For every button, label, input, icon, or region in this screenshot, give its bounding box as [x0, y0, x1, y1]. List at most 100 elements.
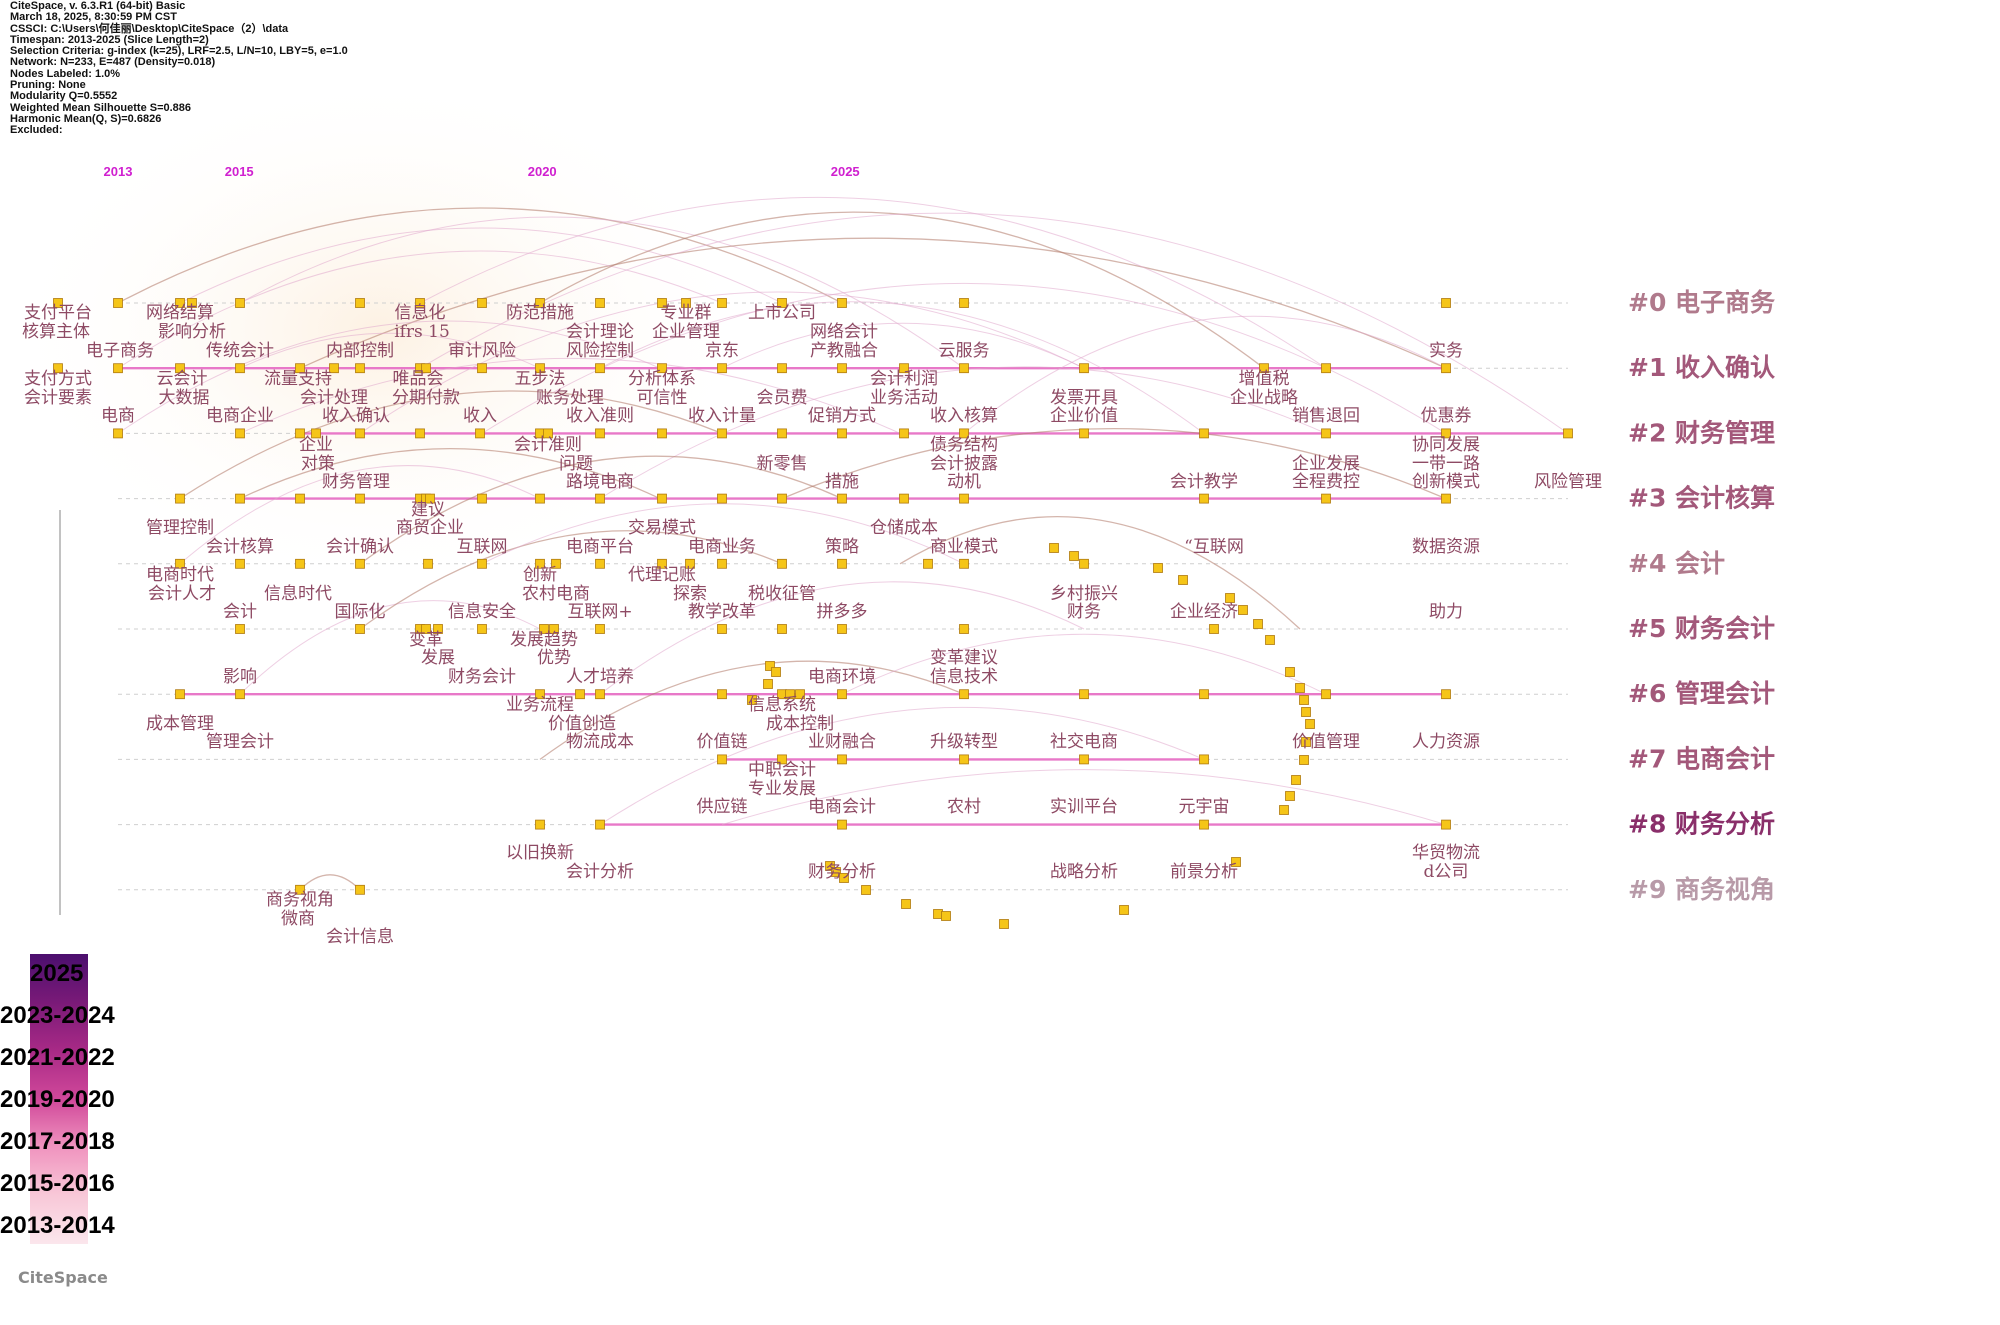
keyword-label[interactable]: 电商企业 — [206, 406, 274, 426]
keyword-node[interactable] — [1079, 558, 1089, 569]
keyword-label[interactable]: 路境电商 — [566, 472, 634, 492]
cluster-label[interactable]: #2 财务管理 — [1628, 418, 1775, 447]
keyword-node[interactable] — [1199, 689, 1209, 700]
keyword-label[interactable]: 可信性 — [637, 388, 688, 408]
keyword-node[interactable] — [235, 558, 245, 569]
keyword-label[interactable]: 专业群 — [661, 303, 712, 323]
keyword-label[interactable]: 创新模式 — [1412, 472, 1480, 492]
keyword-node[interactable] — [1153, 563, 1163, 573]
keyword-node[interactable] — [959, 624, 969, 634]
keyword-node[interactable] — [777, 624, 787, 634]
keyword-node[interactable] — [1321, 689, 1331, 700]
keyword-label[interactable]: 以旧换新 — [506, 843, 574, 863]
keyword-node[interactable] — [1301, 707, 1311, 717]
keyword-label[interactable]: 乡村振兴 — [1050, 584, 1118, 604]
keyword-node[interactable] — [959, 428, 969, 439]
keyword-node[interactable] — [717, 624, 727, 634]
keyword-label[interactable]: 教学改革 — [688, 602, 756, 622]
keyword-node[interactable] — [1441, 363, 1451, 374]
keyword-label[interactable]: ifrs 15 — [394, 322, 450, 342]
keyword-node[interactable] — [415, 298, 425, 308]
keyword-node[interactable] — [187, 298, 197, 308]
keyword-label[interactable]: 价值创造 — [548, 714, 616, 734]
keyword-label[interactable]: 会计处理 — [300, 388, 368, 408]
keyword-node[interactable] — [717, 363, 727, 374]
keyword-label[interactable]: 互联网+ — [567, 602, 632, 622]
cluster-label[interactable]: #3 会计核算 — [1628, 484, 1775, 513]
keyword-node[interactable] — [175, 298, 185, 308]
keyword-node[interactable] — [1299, 755, 1309, 765]
keyword-label[interactable]: 大数据 — [159, 388, 210, 408]
keyword-node[interactable] — [477, 363, 487, 374]
keyword-node[interactable] — [113, 363, 123, 374]
keyword-label[interactable]: 企业管理 — [652, 322, 720, 342]
keyword-node[interactable] — [747, 695, 757, 705]
keyword-node[interactable] — [535, 298, 545, 308]
keyword-label[interactable]: 优势 — [537, 648, 571, 668]
keyword-label[interactable]: 管理控制 — [146, 518, 214, 538]
keyword-label[interactable]: 影响 — [223, 667, 257, 687]
keyword-label[interactable]: 价值链 — [697, 732, 748, 752]
keyword-node[interactable] — [477, 558, 487, 569]
keyword-label[interactable]: 电子商务 — [86, 341, 154, 361]
keyword-label[interactable]: 电商 — [101, 406, 135, 426]
keyword-label[interactable]: 传统会计 — [206, 341, 274, 361]
keyword-label[interactable]: 风险管理 — [1534, 472, 1602, 492]
keyword-label[interactable]: 微商 — [281, 909, 315, 929]
keyword-label[interactable]: 云服务 — [939, 341, 990, 361]
keyword-node[interactable] — [999, 919, 1009, 929]
keyword-node[interactable] — [763, 679, 773, 689]
keyword-label[interactable]: 全程费控 — [1292, 472, 1360, 492]
keyword-node[interactable] — [837, 493, 847, 504]
keyword-node[interactable] — [595, 689, 605, 700]
keyword-node[interactable] — [717, 558, 727, 569]
keyword-label[interactable]: 管理会计 — [206, 732, 274, 752]
keyword-node[interactable] — [1079, 754, 1089, 765]
cluster-label[interactable]: #9 商务视角 — [1628, 875, 1775, 904]
keyword-label[interactable]: 探索 — [673, 584, 707, 604]
keyword-node[interactable] — [295, 428, 305, 439]
keyword-node[interactable] — [657, 493, 667, 504]
keyword-node[interactable] — [355, 428, 365, 439]
keyword-node[interactable] — [1119, 905, 1129, 915]
keyword-node[interactable] — [837, 754, 847, 765]
keyword-node[interactable] — [421, 363, 431, 374]
keyword-label[interactable]: 物流成本 — [566, 732, 634, 752]
keyword-node[interactable] — [1299, 695, 1309, 705]
keyword-node[interactable] — [657, 558, 667, 569]
keyword-node[interactable] — [355, 363, 365, 374]
keyword-label[interactable]: 企业价值 — [1050, 406, 1118, 426]
keyword-label[interactable]: 发展趋势 — [510, 630, 578, 650]
keyword-label[interactable]: 会员费 — [757, 388, 808, 408]
keyword-node[interactable] — [535, 558, 545, 569]
keyword-label[interactable]: 产教融合 — [810, 341, 878, 361]
keyword-label[interactable]: 京东 — [705, 341, 739, 361]
keyword-label[interactable]: 信息系统 — [748, 695, 816, 715]
keyword-label[interactable]: 云会计 — [157, 369, 208, 389]
keyword-node[interactable] — [831, 867, 841, 877]
keyword-node[interactable] — [795, 689, 805, 700]
keyword-node[interactable] — [235, 428, 245, 439]
keyword-node[interactable] — [235, 689, 245, 700]
keyword-node[interactable] — [595, 493, 605, 504]
keyword-node[interactable] — [837, 689, 847, 700]
keyword-label[interactable]: 升级转型 — [930, 732, 998, 752]
keyword-node[interactable] — [785, 689, 795, 700]
keyword-node[interactable] — [535, 493, 545, 504]
keyword-label[interactable]: 会计确认 — [326, 537, 394, 557]
keyword-label[interactable]: 风险控制 — [566, 341, 634, 361]
keyword-label[interactable]: 对策 — [301, 454, 335, 474]
keyword-label[interactable]: 人才培养 — [566, 667, 634, 687]
keyword-label[interactable]: 华贸物流 — [1412, 843, 1480, 863]
keyword-node[interactable] — [777, 363, 787, 374]
keyword-label[interactable]: 拼多多 — [817, 602, 868, 622]
keyword-node[interactable] — [1199, 428, 1209, 439]
keyword-label[interactable]: 信息化 — [395, 303, 446, 323]
keyword-node[interactable] — [355, 298, 365, 308]
keyword-label[interactable]: 前景分析 — [1170, 862, 1238, 882]
keyword-node[interactable] — [295, 363, 305, 374]
keyword-node[interactable] — [777, 298, 787, 308]
keyword-node[interactable] — [1209, 624, 1219, 634]
keyword-label[interactable]: 代理记账 — [628, 565, 696, 585]
keyword-node[interactable] — [717, 689, 727, 700]
